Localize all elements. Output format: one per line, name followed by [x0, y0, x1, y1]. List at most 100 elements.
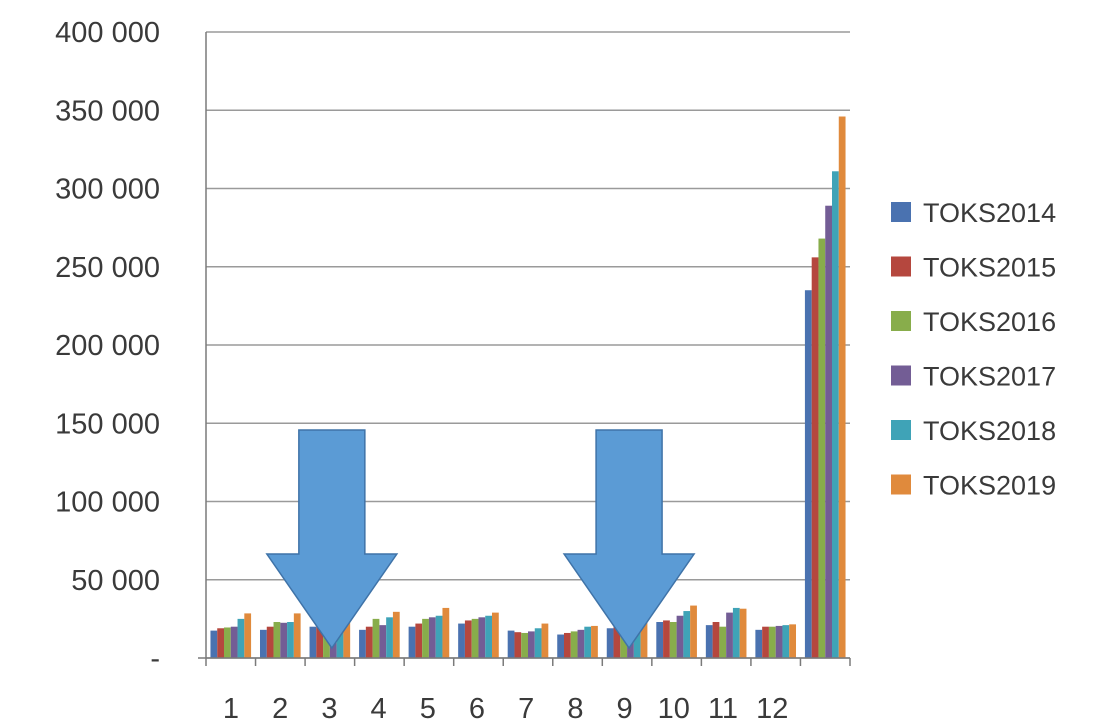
bar	[584, 626, 592, 658]
y-tick-label: 350 000	[55, 95, 160, 127]
bar	[422, 618, 429, 658]
legend-swatch	[891, 474, 911, 495]
bar	[768, 626, 776, 658]
bar	[557, 634, 564, 658]
y-tick-label: 300 000	[55, 174, 160, 206]
bar	[273, 622, 281, 658]
bar	[521, 632, 528, 658]
bar	[528, 631, 535, 658]
bar	[762, 626, 769, 658]
bar	[309, 626, 317, 658]
bar	[712, 622, 720, 658]
bar	[210, 630, 218, 658]
y-tick-label: 200 000	[55, 330, 160, 362]
bar	[392, 611, 400, 658]
bar	[838, 116, 846, 658]
legend-swatch	[891, 311, 911, 331]
bar	[244, 613, 252, 658]
down-arrow-icon	[562, 429, 696, 650]
x-tick-label: 7	[518, 693, 534, 725]
legend-label: TOKS2019	[923, 471, 1056, 501]
bar	[683, 611, 691, 658]
y-tick-label: 250 000	[55, 252, 160, 284]
bar	[591, 625, 598, 658]
bar	[217, 628, 224, 658]
bar	[458, 623, 465, 658]
bar	[620, 625, 628, 658]
bar	[570, 631, 578, 658]
bar	[782, 625, 790, 658]
bar	[789, 624, 797, 658]
bar	[732, 607, 740, 658]
y-tick-label: 400 000	[55, 17, 160, 49]
bar	[577, 629, 585, 658]
bar	[485, 615, 493, 658]
y-tick-label: 150 000	[55, 408, 160, 440]
x-tick-label: 11	[708, 693, 738, 725]
bar	[237, 618, 245, 658]
bar	[223, 627, 231, 658]
bar	[811, 257, 819, 658]
bar	[280, 622, 288, 658]
x-tick-label: 1	[223, 693, 239, 725]
bar	[818, 238, 826, 658]
bar	[514, 632, 522, 658]
x-tick-label: 12	[756, 693, 788, 725]
legend: TOKS2014 TOKS2015 TOKS2016 TOKS2017 TOKS2018…	[891, 198, 1056, 501]
legend-label: TOKS2015	[923, 253, 1056, 283]
x-tick-label: 4	[371, 693, 387, 725]
bar	[365, 626, 373, 658]
bar	[359, 629, 366, 658]
bar	[492, 612, 499, 658]
bar	[287, 622, 294, 658]
y-tick-label: -	[150, 643, 160, 675]
legend-label: TOKS2017	[923, 362, 1056, 392]
bar	[541, 623, 549, 658]
x-tick-label: 3	[321, 693, 337, 725]
legend-swatch	[891, 365, 911, 386]
bar	[507, 630, 515, 658]
legend-label: TOKS2018	[923, 416, 1056, 446]
bar	[266, 626, 274, 658]
bar	[832, 171, 839, 658]
bar	[336, 618, 344, 658]
bar	[478, 617, 486, 658]
legend-label: TOKS2014	[923, 198, 1056, 228]
x-tick-label: 2	[272, 693, 288, 725]
x-tick-label: 9	[617, 693, 633, 725]
x-tick-label: 10	[658, 693, 690, 725]
y-axis-tick-labels: - 50 000 100 000 150 000 200 000 250 000 300 0…	[55, 17, 160, 675]
legend-label: TOKS2016	[923, 307, 1056, 337]
bar	[804, 290, 812, 658]
y-tick-label: 50 000	[71, 565, 160, 597]
bar	[676, 615, 684, 658]
x-axis-tick-labels: 1 2 3 4 5 6 7 8 9 10 11 12	[223, 693, 788, 725]
bar	[386, 617, 393, 658]
bar	[663, 620, 670, 658]
bar	[372, 618, 380, 658]
bar	[230, 626, 238, 658]
bar	[464, 620, 472, 658]
legend-swatch	[891, 420, 911, 440]
x-tick-label: 5	[420, 693, 436, 725]
bar	[640, 616, 648, 658]
x-tick-label: 6	[469, 693, 485, 725]
bar	[755, 629, 763, 658]
legend-swatch	[891, 202, 911, 222]
bar	[259, 629, 267, 658]
bar	[379, 625, 387, 658]
bar	[719, 626, 727, 658]
y-tick-label: 100 000	[55, 487, 160, 519]
bar	[442, 607, 450, 658]
bar	[534, 628, 542, 658]
axes	[198, 32, 851, 666]
annotation-arrows	[265, 429, 696, 650]
bar	[428, 617, 436, 658]
bar	[669, 622, 677, 658]
bar	[606, 628, 614, 658]
bar	[435, 615, 443, 658]
bar	[726, 612, 733, 658]
bar	[613, 626, 621, 658]
bar	[775, 625, 783, 658]
